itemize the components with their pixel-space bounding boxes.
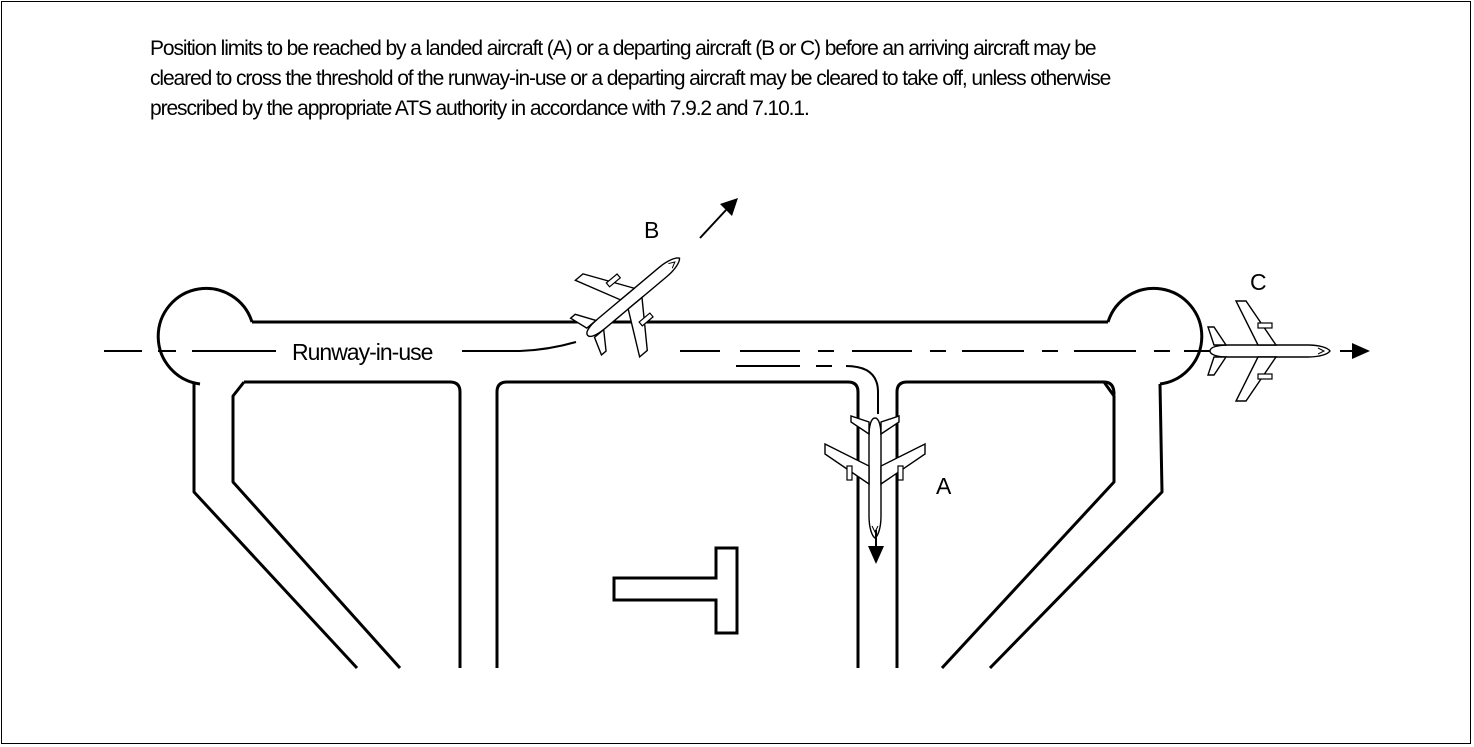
aircraft-a-arrow-icon [868, 546, 884, 564]
aircraft-a-label: A [936, 473, 952, 499]
runway-outline [156, 286, 1204, 386]
aircraft-b-arrow-line [699, 209, 727, 239]
caption-line-3: prescribed by the appropriate ATS author… [150, 97, 810, 120]
taxiways [192, 380, 1164, 670]
aircraft-c-icon [1207, 300, 1331, 402]
figure-caption: Position limits to be reached by a lande… [150, 34, 1350, 124]
aircraft-a-icon [824, 415, 926, 539]
caption-line-1: Position limits to be reached by a lande… [150, 37, 1097, 60]
aircraft-c-arrow-icon [1352, 343, 1370, 359]
taxiway-a-centreline [736, 365, 879, 414]
aircraft-b-arrow-icon [720, 198, 738, 216]
aircraft-c-label: C [1250, 269, 1267, 295]
aircraft-b-label: B [644, 217, 659, 243]
caption-line-2: cleared to cross the threshold of the ru… [150, 67, 1111, 90]
landing-t-icon [612, 546, 739, 635]
runway-label: Runway-in-use [292, 339, 433, 365]
runway-centreline [104, 341, 1210, 352]
